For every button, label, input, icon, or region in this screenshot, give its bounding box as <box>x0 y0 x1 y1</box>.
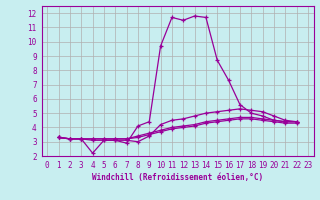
X-axis label: Windchill (Refroidissement éolien,°C): Windchill (Refroidissement éolien,°C) <box>92 173 263 182</box>
